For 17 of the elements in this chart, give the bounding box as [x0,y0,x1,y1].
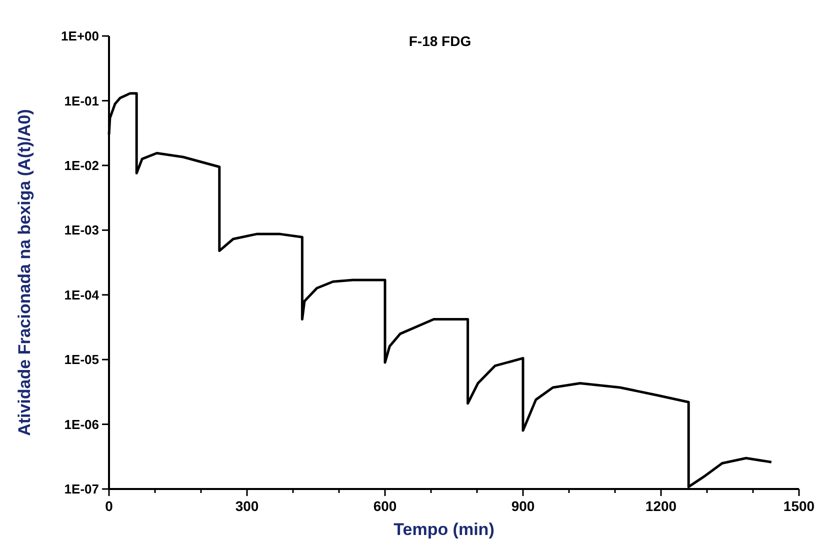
y-tick-label: 1E+00 [61,28,99,44]
y-tick-label: 1E-04 [64,287,100,302]
y-tick-label: 1E-03 [64,222,99,238]
y-tick-label: 1E-02 [64,158,99,173]
y-axis-title: Atividade Fracionada na bexiga (A(t)/A0) [15,109,34,436]
x-tick-label: 300 [235,498,259,514]
x-tick-label: 1500 [783,498,815,514]
x-tick-label: 0 [105,498,114,514]
x-tick-label: 1200 [645,498,677,514]
x-tick-label: 600 [373,498,397,514]
y-tick-label: 1E-07 [64,482,99,497]
x-axis-title: Tempo (min) [394,520,494,539]
x-tick-label: 900 [511,498,535,514]
y-tick-label: 1E-06 [64,416,99,432]
y-tick-label: 1E-01 [64,93,99,108]
y-tick-label: 1E-05 [64,352,99,368]
chart-title: F-18 FDG [408,33,472,49]
